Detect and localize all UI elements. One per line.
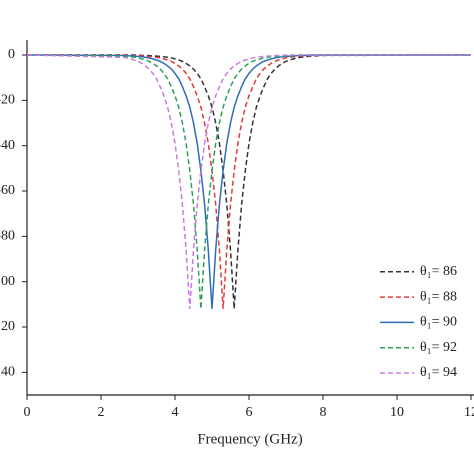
legend-label: θ₁= 88 [420, 289, 457, 304]
series-line [26, 54, 471, 309]
series-line [26, 54, 471, 309]
x-tick-label: 6 [246, 405, 253, 420]
series-line [26, 54, 471, 309]
legend-label: θ₁= 92 [420, 340, 457, 355]
x-tick-label: 10 [390, 405, 404, 420]
y-tick-label: -60 [0, 183, 15, 198]
legend-label: θ₁= 90 [420, 315, 457, 330]
x-tick-label: 2 [98, 405, 105, 420]
y-tick-label: 0 [8, 47, 15, 62]
y-tick-label: -20 [0, 93, 15, 108]
x-axis-label: Frequency (GHz) [197, 431, 302, 447]
x-tick-label: 8 [320, 405, 327, 420]
legend-label: θ₁= 94 [420, 365, 457, 380]
x-tick-label: 12 [464, 405, 474, 420]
series-line [27, 54, 472, 309]
legend-label: θ₁= 86 [420, 264, 457, 279]
y-tick-label: -40 [0, 138, 15, 153]
y-tick-label: -120 [0, 319, 15, 334]
y-tick-label: -140 [0, 365, 15, 380]
series-line [27, 54, 471, 309]
x-tick-label: 0 [24, 405, 31, 420]
y-tick-label: -100 [0, 274, 15, 289]
y-tick-label: -80 [0, 229, 15, 244]
x-tick-label: 4 [172, 405, 179, 420]
